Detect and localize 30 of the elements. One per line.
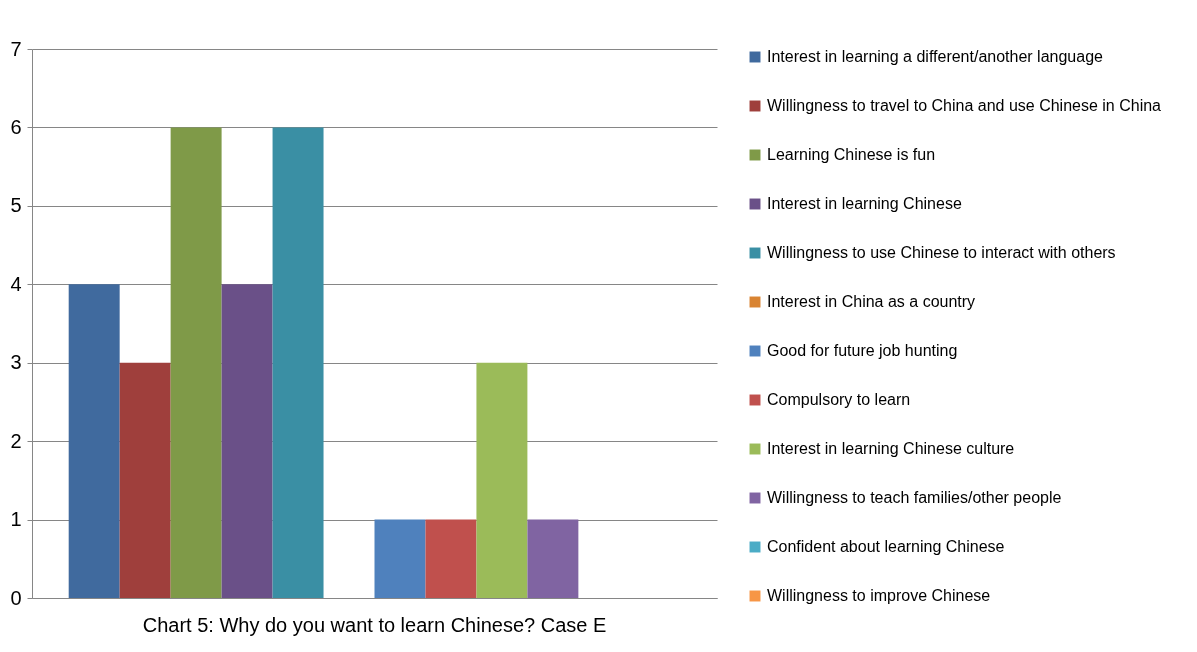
y-tick-label: 1 <box>10 508 22 531</box>
bar <box>221 284 273 598</box>
legend-label: Willingness to teach families/other people <box>767 489 1062 506</box>
bar <box>425 519 477 598</box>
legend-label: Interest in learning Chinese <box>767 195 962 212</box>
legend-label: Willingness to use Chinese to interact with others <box>767 244 1116 261</box>
y-tick-label: 3 <box>10 351 22 374</box>
legend-label: Good for future job hunting <box>767 342 958 359</box>
legend-label: Interest in learning Chinese culture <box>767 440 1015 457</box>
y-tick-label: 0 <box>10 586 22 609</box>
bar <box>476 362 528 598</box>
text: Chart 5: Why do you want to learn Chinese? Case E <box>142 614 607 636</box>
bar <box>68 284 120 598</box>
legend-label: Interest in China as a country <box>767 293 976 310</box>
legend-label: Willingness to travel to China and use Chinese in China <box>767 97 1162 114</box>
legend-label: Compulsory to learn <box>767 391 911 408</box>
legend-label: Willingness to improve Chinese <box>767 587 991 604</box>
y-tick-label: 2 <box>10 429 22 452</box>
y-tick-label: 6 <box>10 115 22 138</box>
bar <box>170 127 222 598</box>
legend-label: Interest in learning a different/another language <box>767 48 1104 65</box>
legend-label: Confident about learning Chinese <box>767 538 1005 555</box>
bar <box>527 519 579 598</box>
y-tick-label: 4 <box>10 272 22 295</box>
y-tick-label: 7 <box>10 37 22 60</box>
bar <box>272 127 324 598</box>
bar <box>374 519 426 598</box>
bar <box>119 362 171 598</box>
y-tick-label: 5 <box>10 194 22 217</box>
legend-label: Learning Chinese is fun <box>767 146 936 163</box>
